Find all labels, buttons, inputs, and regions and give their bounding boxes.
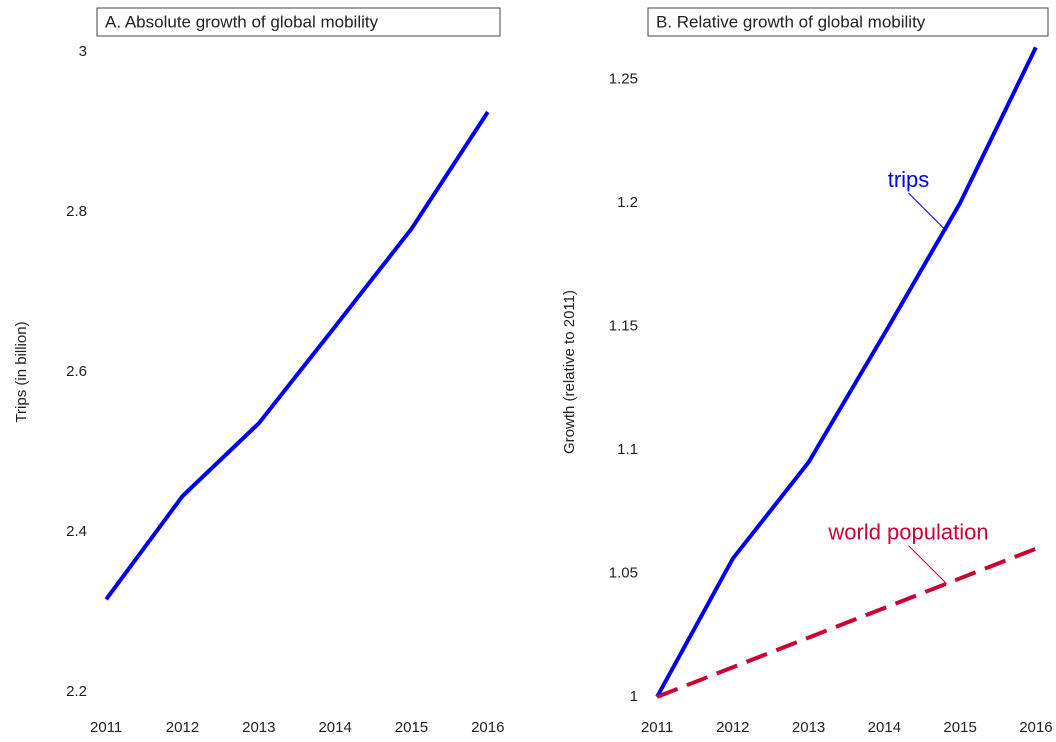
y-tick-label: 2.8 <box>66 203 87 220</box>
y-axis-title: Trips (in billion) <box>13 321 30 422</box>
x-tick-label: 2011 <box>90 719 122 736</box>
title-box <box>96 7 501 37</box>
annotation-leader <box>908 545 947 585</box>
x-tick-label: 2011 <box>641 719 673 736</box>
title-box <box>647 7 1049 37</box>
y-tick-label: 1.2 <box>617 194 638 211</box>
y-tick-label: 1 <box>630 688 638 705</box>
x-tick-label: 2013 <box>792 719 825 736</box>
x-tick-label: 2014 <box>868 719 901 736</box>
x-tick-label: 2012 <box>716 719 749 736</box>
y-tick-label: 2.6 <box>66 363 87 380</box>
x-tick-label: 2013 <box>242 719 275 736</box>
y-axis-title: Growth (relative to 2011) <box>561 290 578 454</box>
y-tick-label: 1.25 <box>609 70 638 87</box>
x-tick-label: 2012 <box>166 719 199 736</box>
series-label: world population <box>827 519 988 544</box>
series-line <box>104 110 490 601</box>
series-line <box>655 46 1038 698</box>
chart-title: A. Absolute growth of global mobility <box>105 12 379 31</box>
y-tick-label: 1.05 <box>609 564 638 581</box>
y-tick-label: 2.2 <box>66 683 87 700</box>
x-tick-label: 2016 <box>471 719 504 736</box>
x-tick-label: 2015 <box>395 719 428 736</box>
series-label: trips <box>888 167 930 192</box>
y-tick-label: 2.4 <box>66 523 87 540</box>
x-tick-label: 2014 <box>318 719 351 736</box>
y-tick-label: 3 <box>79 43 87 60</box>
chart-title: B. Relative growth of global mobility <box>656 12 926 31</box>
x-tick-label: 2016 <box>1019 719 1052 736</box>
y-tick-label: 1.1 <box>617 441 638 458</box>
x-tick-label: 2015 <box>943 719 976 736</box>
annotation-leader <box>908 192 947 232</box>
series-line <box>656 546 1037 699</box>
y-tick-label: 1.15 <box>609 317 638 334</box>
